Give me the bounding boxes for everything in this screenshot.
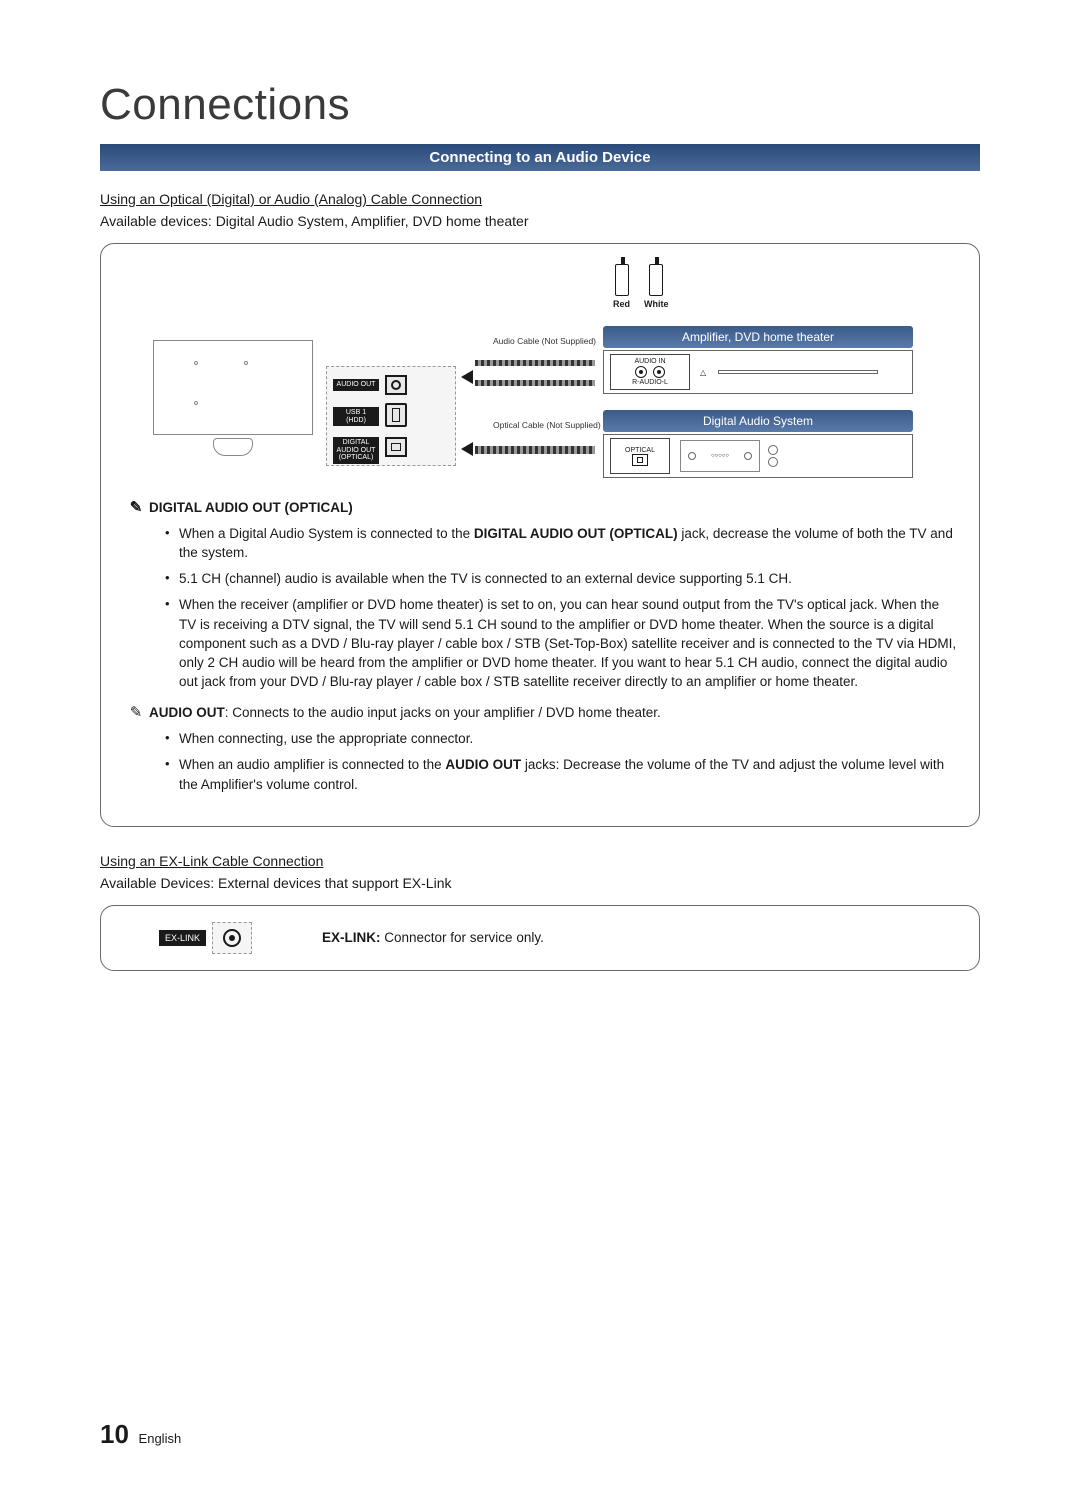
subheading-optical-analog: Using an Optical (Digital) or Audio (Ana… (100, 191, 980, 207)
exlink-description: EX-LINK: Connector for service only. (322, 930, 544, 945)
list-item: When an audio amplifier is connected to … (179, 755, 957, 793)
rca-plugs: Red White (613, 264, 669, 309)
audio-connection-diagram: AUDIO OUT USB 1 (HDD) DIGITAL AUDIO OUT … (100, 243, 980, 827)
das-header: Digital Audio System (603, 410, 913, 432)
subheading-exlink: Using an EX-Link Cable Connection (100, 853, 980, 869)
tv-stand (213, 438, 253, 456)
audio-cable-label: Audio Cable (Not Supplied) (493, 336, 596, 346)
audio-in-label: AUDIO IN (634, 358, 665, 365)
page-language: English (139, 1431, 182, 1446)
optical-box: OPTICAL (610, 438, 670, 474)
audio-cable-top (475, 360, 595, 366)
label-digital-out: DIGITAL AUDIO OUT (OPTICAL) (333, 437, 379, 464)
port-audio-out (385, 375, 407, 395)
label-audio-out: AUDIO OUT (333, 379, 379, 391)
audio-in-sub: R-AUDIO-L (632, 379, 668, 386)
audio-cable-bot (475, 380, 595, 386)
note-icon: ✎ (127, 703, 145, 721)
plug-white (649, 264, 663, 296)
das-controls: ○○○○○ (680, 440, 760, 472)
exlink-diagram: EX-LINK EX-LINK: Connector for service o… (100, 905, 980, 971)
amp-body-line (718, 370, 878, 374)
optical-label: OPTICAL (625, 447, 655, 454)
arrow-audio (461, 370, 473, 384)
port-optical-out (385, 437, 407, 457)
diagram-area: AUDIO OUT USB 1 (HDD) DIGITAL AUDIO OUT … (123, 260, 957, 490)
amp-device: AUDIO IN R-AUDIO-L △ (603, 350, 913, 394)
page-footer: 10 English (100, 1419, 181, 1450)
page-title: Connections (100, 80, 980, 130)
digital-notes-list: When a Digital Audio System is connected… (123, 524, 957, 691)
arrow-optical (461, 442, 473, 456)
label-usb: USB 1 (HDD) (333, 407, 379, 426)
list-item: 5.1 CH (channel) audio is available when… (179, 569, 957, 588)
amp-header: Amplifier, DVD home theater (603, 326, 913, 348)
optical-cable-label: Optical Cable (Not Supplied) (493, 420, 601, 430)
page-number: 10 (100, 1419, 129, 1449)
port-usb (385, 403, 407, 427)
list-item: When connecting, use the appropriate con… (179, 729, 957, 748)
audio-in-box: AUDIO IN R-AUDIO-L (610, 354, 690, 390)
das-device: OPTICAL ○○○○○ (603, 434, 913, 478)
section-banner: Connecting to an Audio Device (100, 144, 980, 171)
exlink-port-icon (212, 922, 252, 954)
plug-red (615, 264, 629, 296)
list-item: When a Digital Audio System is connected… (179, 524, 957, 562)
tv-outline (153, 340, 313, 435)
note-digital-heading: ✎DIGITAL AUDIO OUT (OPTICAL) (123, 498, 957, 516)
audio-out-notes-list: When connecting, use the appropriate con… (123, 729, 957, 793)
list-item: When the receiver (amplifier or DVD home… (179, 595, 957, 691)
optical-cable (475, 446, 595, 454)
exlink-port-label: EX-LINK (159, 930, 206, 946)
plug-white-label: White (644, 299, 669, 309)
plug-red-label: Red (613, 299, 630, 309)
note-audio-out: ✎AUDIO OUT: Connects to the audio input … (123, 703, 957, 721)
available-devices-1: Available devices: Digital Audio System,… (100, 213, 980, 229)
note-icon: ✎ (127, 498, 145, 516)
available-devices-2: Available Devices: External devices that… (100, 875, 980, 891)
exlink-port-group: EX-LINK (159, 922, 252, 954)
tv-port-panel: AUDIO OUT USB 1 (HDD) DIGITAL AUDIO OUT … (326, 366, 456, 466)
